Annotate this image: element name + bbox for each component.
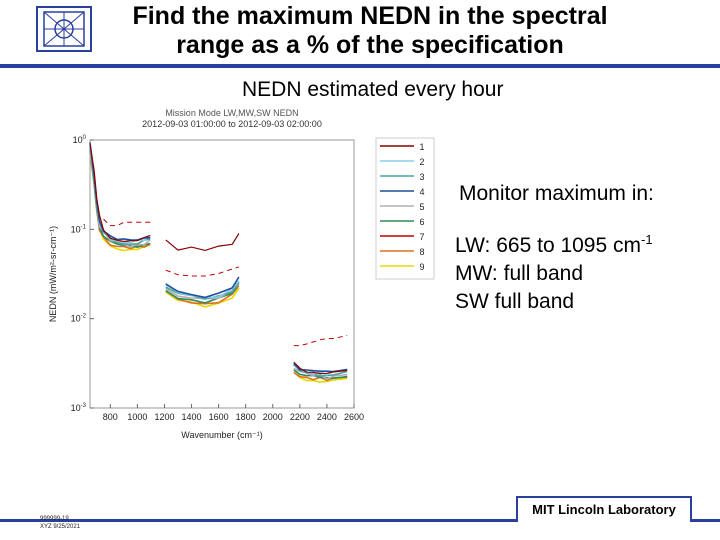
series-line bbox=[293, 369, 348, 380]
footer-rule bbox=[0, 519, 720, 522]
x-tick-label: 1000 bbox=[127, 412, 147, 422]
y-axis-label: NEDN (mW/m²-sr-cm⁻¹) bbox=[48, 226, 58, 322]
lw-range-line: LW: 665 to 1095 cm-1 bbox=[455, 226, 653, 260]
legend-label: 9 bbox=[419, 262, 424, 272]
x-tick-label: 1600 bbox=[209, 412, 229, 422]
x-tick-label: 1400 bbox=[182, 412, 202, 422]
title-rule bbox=[0, 64, 720, 68]
legend-label: 8 bbox=[419, 247, 424, 257]
slide-title: Find the maximum NEDN in the spectral ra… bbox=[90, 2, 650, 60]
max-line bbox=[89, 144, 151, 243]
x-tick-label: 1200 bbox=[154, 412, 174, 422]
monitor-list: LW: 665 to 1095 cm-1 MW: full band SW fu… bbox=[455, 226, 653, 316]
x-axis-label: Wavenumber (cm⁻¹) bbox=[181, 430, 262, 440]
x-tick-label: 1800 bbox=[236, 412, 256, 422]
series-line bbox=[89, 149, 151, 248]
legend-label: 7 bbox=[419, 232, 424, 242]
x-tick-label: 800 bbox=[103, 412, 118, 422]
y-tick-label: 10-1 bbox=[71, 224, 87, 234]
y-tick-label: 10-2 bbox=[71, 314, 87, 324]
x-tick-label: 2600 bbox=[344, 412, 364, 422]
spec-line bbox=[103, 218, 151, 227]
chart-title: Mission Mode LW,MW,SW NEDN bbox=[165, 108, 298, 118]
legend-label: 2 bbox=[419, 157, 424, 167]
footnote: 999999-19 XYZ 9/25/2021 bbox=[40, 515, 80, 531]
legend-label: 5 bbox=[419, 202, 424, 212]
legend-label: 6 bbox=[419, 217, 424, 227]
series-line bbox=[165, 283, 240, 304]
title-line-1: Find the maximum NEDN in the spectral bbox=[132, 2, 608, 30]
x-tick-label: 2400 bbox=[317, 412, 337, 422]
series-line bbox=[89, 149, 151, 249]
lab-name: MIT Lincoln Laboratory bbox=[516, 496, 692, 522]
sw-range: SW full band bbox=[455, 290, 575, 313]
series-line bbox=[293, 362, 348, 373]
legend-label: 4 bbox=[419, 187, 424, 197]
institution-seal-icon bbox=[36, 6, 92, 52]
series-line bbox=[89, 150, 151, 250]
chart-subtitle: 2012-09-03 01:00:00 to 2012-09-03 02:00:… bbox=[142, 119, 322, 129]
legend-label: 3 bbox=[419, 172, 424, 182]
series-line bbox=[165, 287, 240, 308]
max-line bbox=[293, 361, 348, 375]
y-tick-label: 100 bbox=[73, 135, 87, 145]
series-line bbox=[293, 371, 348, 383]
series-line bbox=[165, 276, 240, 299]
spec-line bbox=[293, 334, 348, 347]
series-line bbox=[89, 153, 151, 252]
mw-range: MW: full band bbox=[455, 262, 583, 285]
spec-line bbox=[165, 266, 240, 277]
lw-exponent: -1 bbox=[641, 232, 653, 247]
series-line bbox=[293, 364, 348, 377]
x-tick-label: 2200 bbox=[290, 412, 310, 422]
footnote-date: XYZ 9/25/2021 bbox=[40, 524, 81, 530]
y-tick-label: 10-3 bbox=[71, 403, 87, 413]
footnote-id: 999999-19 bbox=[40, 516, 69, 522]
plot-frame bbox=[89, 139, 355, 409]
monitor-heading: Monitor maximum in: bbox=[459, 182, 654, 205]
legend-label: 1 bbox=[419, 142, 424, 152]
x-tick-label: 2000 bbox=[263, 412, 283, 422]
slide-subtitle: NEDN estimated every hour bbox=[242, 78, 504, 101]
lw-range: LW: 665 to 1095 cm bbox=[455, 234, 641, 257]
legend-box bbox=[375, 137, 435, 280]
max-line bbox=[165, 233, 240, 252]
title-line-2: range as a % of the specification bbox=[176, 31, 564, 59]
